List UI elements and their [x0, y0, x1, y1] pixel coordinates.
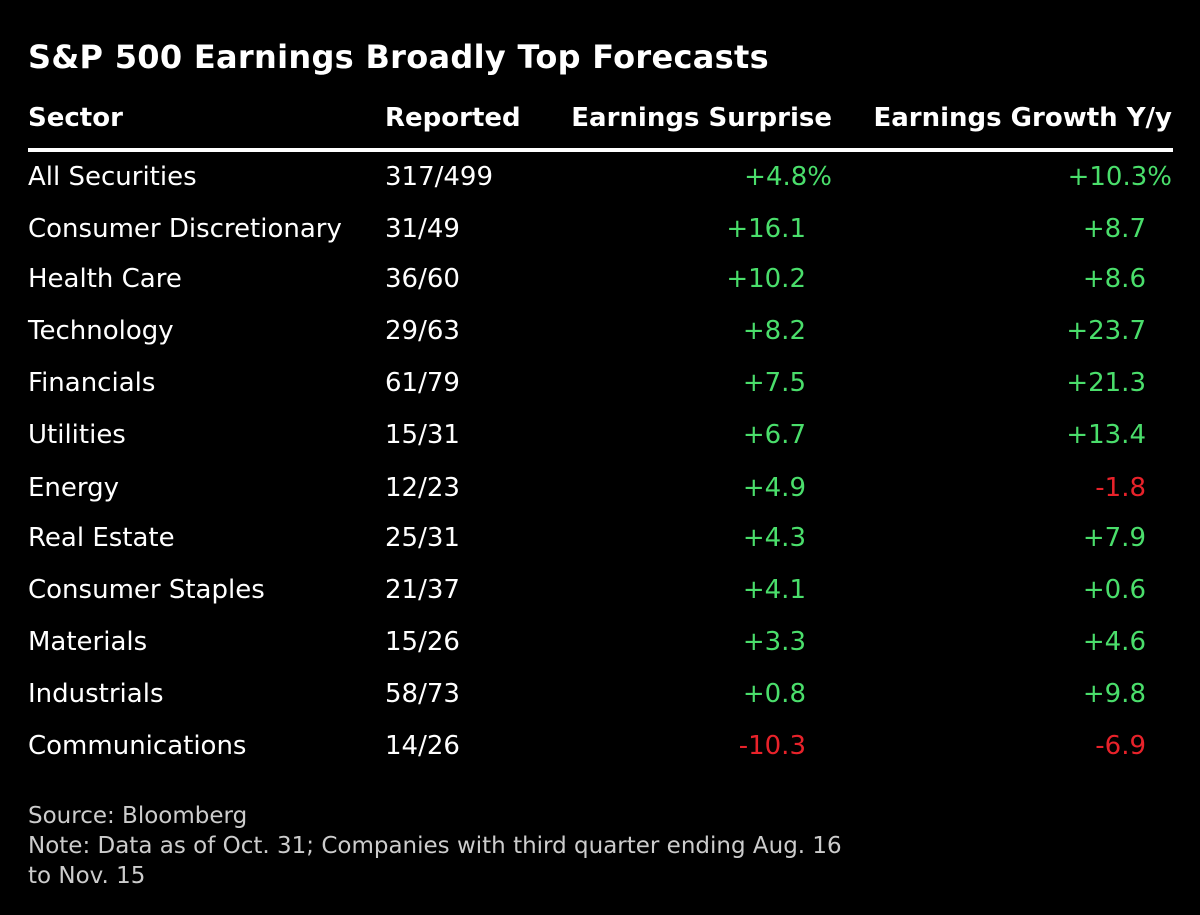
sector-cell: All Securities	[28, 162, 197, 192]
header-divider	[28, 148, 1173, 152]
earnings-growth-cell: +9.8	[1082, 679, 1146, 709]
earnings-surprise-cell: +16.1	[726, 214, 806, 244]
column-header-reported: Reported	[385, 103, 521, 133]
column-header-sector: Sector	[28, 103, 123, 133]
sector-cell: Utilities	[28, 420, 126, 450]
reported-cell: 36/60	[385, 264, 460, 294]
reported-cell: 14/26	[385, 731, 460, 761]
earnings-growth-cell: +0.6	[1082, 575, 1146, 605]
data-note-line-1: Note: Data as of Oct. 31; Companies with…	[28, 833, 842, 859]
reported-cell: 31/49	[385, 214, 460, 244]
table-row: Health Care 36/60 +10.2 +8.6	[0, 259, 1200, 299]
reported-cell: 25/31	[385, 523, 460, 553]
earnings-growth-cell: +7.9	[1082, 523, 1146, 553]
chart-title: S&P 500 Earnings Broadly Top Forecasts	[28, 38, 769, 76]
table-row: Technology 29/63 +8.2 +23.7	[0, 311, 1200, 351]
reported-cell: 12/23	[385, 473, 460, 503]
table-row: Consumer Discretionary 31/49 +16.1 +8.7	[0, 209, 1200, 249]
reported-cell: 58/73	[385, 679, 460, 709]
table-row: Materials 15/26 +3.3 +4.6	[0, 622, 1200, 662]
sector-cell: Financials	[28, 368, 156, 398]
earnings-growth-cell: +8.6	[1082, 264, 1146, 294]
earnings-surprise-cell: +4.8%	[744, 162, 832, 192]
earnings-growth-cell: +23.7	[1066, 316, 1146, 346]
reported-cell: 15/26	[385, 627, 460, 657]
earnings-growth-cell: -1.8	[1095, 473, 1146, 503]
earnings-surprise-cell: +0.8	[742, 679, 806, 709]
earnings-surprise-cell: +6.7	[742, 420, 806, 450]
table-row: All Securities 317/499 +4.8% +10.3%	[0, 157, 1200, 197]
table-row: Financials 61/79 +7.5 +21.3	[0, 363, 1200, 403]
reported-cell: 15/31	[385, 420, 460, 450]
reported-cell: 317/499	[385, 162, 494, 192]
earnings-surprise-cell: +4.1	[742, 575, 806, 605]
sector-cell: Consumer Staples	[28, 575, 265, 605]
sector-cell: Industrials	[28, 679, 164, 709]
table-row: Utilities 15/31 +6.7 +13.4	[0, 415, 1200, 455]
table-row: Energy 12/23 +4.9 -1.8	[0, 468, 1200, 508]
column-header-earnings-surprise: Earnings Surprise	[571, 103, 832, 133]
earnings-surprise-cell: +8.2	[742, 316, 806, 346]
table-row: Industrials 58/73 +0.8 +9.8	[0, 674, 1200, 714]
earnings-surprise-cell: +4.3	[742, 523, 806, 553]
earnings-growth-cell: +21.3	[1066, 368, 1146, 398]
sector-cell: Energy	[28, 473, 120, 503]
earnings-growth-cell: -6.9	[1095, 731, 1146, 761]
earnings-surprise-cell: +3.3	[742, 627, 806, 657]
earnings-surprise-cell: -10.3	[738, 731, 806, 761]
sector-cell: Health Care	[28, 264, 182, 294]
reported-cell: 61/79	[385, 368, 460, 398]
sector-cell: Materials	[28, 627, 148, 657]
sector-cell: Consumer Discretionary	[28, 214, 342, 244]
earnings-surprise-cell: +10.2	[726, 264, 806, 294]
column-header-earnings-growth: Earnings Growth Y/y	[873, 103, 1172, 133]
sector-cell: Communications	[28, 731, 247, 761]
table-row: Real Estate 25/31 +4.3 +7.9	[0, 518, 1200, 558]
source-note: Source: Bloomberg	[28, 803, 248, 829]
earnings-surprise-cell: +4.9	[742, 473, 806, 503]
earnings-growth-cell: +8.7	[1082, 214, 1146, 244]
earnings-growth-cell: +10.3%	[1067, 162, 1172, 192]
earnings-surprise-cell: +7.5	[742, 368, 806, 398]
sector-cell: Technology	[28, 316, 174, 346]
earnings-growth-cell: +13.4	[1066, 420, 1146, 450]
sector-cell: Real Estate	[28, 523, 175, 553]
reported-cell: 21/37	[385, 575, 460, 605]
earnings-growth-cell: +4.6	[1082, 627, 1146, 657]
table-row: Consumer Staples 21/37 +4.1 +0.6	[0, 570, 1200, 610]
reported-cell: 29/63	[385, 316, 460, 346]
table-row: Communications 14/26 -10.3 -6.9	[0, 726, 1200, 766]
data-note-line-2: to Nov. 15	[28, 863, 146, 889]
